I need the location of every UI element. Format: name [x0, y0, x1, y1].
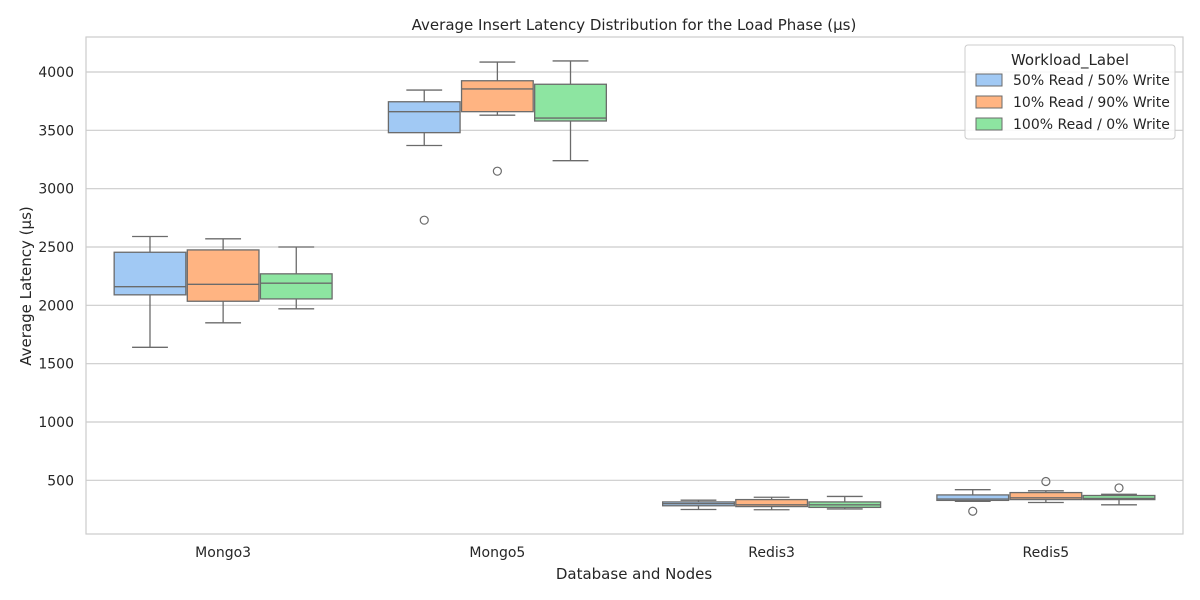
legend-frame [964, 44, 1176, 140]
box-mongo5-series-3 [534, 60, 607, 162]
legend-items: 50% Read / 50% Write 10% Read / 90% Write… [975, 73, 1170, 133]
box-iqr [936, 494, 1010, 502]
outlier-point [1041, 476, 1051, 487]
y-tick-label: 1500 [38, 357, 74, 373]
chart-title: Average Insert Latency Distribution for … [412, 16, 857, 34]
outlier-point [968, 506, 978, 516]
legend-swatch [975, 95, 1003, 109]
y-tick-label: 500 [47, 473, 74, 489]
x-tick-labels: Mongo3 Mongo5 Redis3 Redis5 [195, 545, 1069, 561]
box-iqr [460, 80, 534, 113]
plot-frame [85, 36, 1184, 535]
box-iqr [1082, 494, 1156, 501]
outlier-point [1114, 483, 1124, 493]
box-iqr [1009, 491, 1083, 501]
y-tick-label: 3500 [38, 123, 74, 139]
y-tick-labels: 500 1000 1500 2000 2500 3000 3500 4000 [38, 65, 74, 489]
box-redis3-series-3 [808, 495, 882, 510]
legend: Workload_Label 50% Read / 50% Write 10% R… [964, 44, 1176, 140]
y-tick-label: 2000 [38, 298, 74, 314]
box-iqr [534, 83, 607, 122]
y-tick-label: 4000 [38, 65, 74, 81]
y-tick-label: 2500 [38, 240, 74, 256]
x-tick-label: Mongo3 [195, 545, 251, 561]
legend-swatch [975, 73, 1003, 87]
box-redis5-series-1 [936, 489, 1010, 516]
box-redis3-series-2 [735, 496, 809, 511]
legend-label: 50% Read / 50% Write [1013, 73, 1170, 89]
box-mongo3-series-2 [186, 238, 260, 324]
box-iqr [113, 251, 187, 296]
box-mongo3-series-3 [259, 246, 333, 310]
box-redis3-series-1 [662, 499, 735, 511]
box-groups [113, 60, 1156, 516]
legend-title: Workload_Label [1011, 51, 1129, 70]
outlier-point [492, 166, 502, 176]
y-tick-label: 1000 [38, 415, 74, 431]
box-redis5-series-3 [1082, 483, 1156, 506]
outlier-point [419, 215, 429, 225]
box-iqr [259, 273, 333, 300]
box-mongo5-series-1 [387, 89, 461, 225]
x-axis-label: Database and Nodes [556, 565, 712, 583]
box-mongo5-series-2 [460, 61, 534, 176]
box-iqr [735, 498, 809, 508]
box-iqr [186, 249, 260, 302]
box-redis5-series-2 [1009, 476, 1083, 504]
x-tick-label: Redis5 [1023, 545, 1070, 561]
y-tick-label: 3000 [38, 182, 74, 198]
legend-label: 10% Read / 90% Write [1013, 95, 1170, 111]
grid-lines [86, 71, 1183, 481]
x-tick-label: Redis3 [748, 545, 795, 561]
legend-swatch [975, 117, 1003, 131]
box-iqr [387, 101, 461, 134]
x-tick-label: Mongo5 [469, 545, 525, 561]
box-mongo3-series-1 [113, 235, 187, 348]
y-axis-label: Average Latency (μs) [17, 206, 35, 366]
legend-label: 100% Read / 0% Write [1013, 117, 1170, 133]
